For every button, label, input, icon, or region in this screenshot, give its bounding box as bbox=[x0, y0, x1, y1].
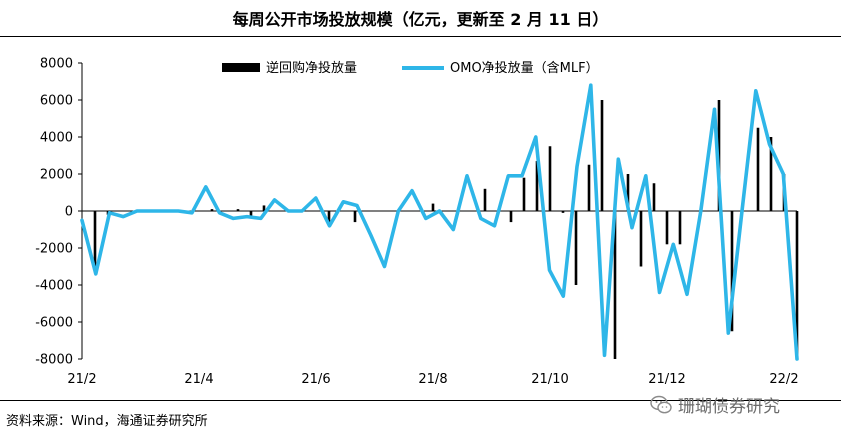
x-tick-label: 22/2 bbox=[769, 372, 798, 387]
y-tick-label: 8000 bbox=[40, 57, 73, 72]
bar bbox=[249, 211, 253, 217]
chart-title-bar: 每周公开市场投放规模（亿元，更新至 2 月 11 日） bbox=[0, 0, 841, 36]
bar bbox=[756, 127, 760, 211]
bar bbox=[795, 211, 799, 356]
bar bbox=[262, 205, 266, 211]
watermark-text: 珊瑚债券研究 bbox=[678, 397, 780, 417]
bar bbox=[626, 174, 630, 211]
chart-title: 每周公开市场投放规模（亿元，更新至 2 月 11 日） bbox=[232, 10, 609, 29]
title-rule-top bbox=[0, 36, 841, 37]
bar bbox=[652, 183, 656, 211]
legend-bar-label: 逆回购净投放量 bbox=[266, 60, 357, 76]
y-tick-label: -4000 bbox=[35, 279, 73, 294]
bar bbox=[327, 211, 331, 223]
y-tick-label: -8000 bbox=[35, 353, 73, 368]
wechat-icon bbox=[650, 395, 672, 413]
bar bbox=[639, 211, 643, 267]
x-tick-label: 21/4 bbox=[184, 372, 213, 387]
bar bbox=[561, 211, 565, 213]
y-tick-label: -6000 bbox=[35, 316, 73, 331]
bar bbox=[548, 146, 552, 211]
x-tick-label: 21/6 bbox=[301, 372, 330, 387]
legend-bar-swatch bbox=[222, 63, 260, 72]
x-tick-label: 21/10 bbox=[531, 372, 568, 387]
bar bbox=[483, 188, 487, 211]
bar bbox=[665, 211, 669, 245]
bar bbox=[522, 177, 526, 211]
bar bbox=[613, 211, 617, 359]
x-tick-label: 21/8 bbox=[418, 372, 447, 387]
bar bbox=[431, 203, 435, 211]
footer-rule bbox=[0, 400, 841, 401]
bar bbox=[769, 137, 773, 211]
y-tick-label: 2000 bbox=[40, 168, 73, 183]
bar bbox=[509, 211, 513, 223]
bar bbox=[236, 209, 240, 211]
chart-canvas: 8000 6000 4000 2000 0 -2000 -4000 -6000 -8000 21/… bbox=[35, 57, 799, 387]
y-tick-label: -2000 bbox=[35, 242, 73, 257]
x-tick-label: 21/2 bbox=[67, 372, 96, 387]
y-tick-label: 6000 bbox=[40, 94, 73, 109]
source-note: 资料来源：Wind，海通证券研究所 bbox=[6, 414, 208, 429]
omo-line bbox=[80, 83, 799, 361]
legend-line-label: OMO净投放量（含MLF） bbox=[450, 60, 599, 76]
watermark: 珊瑚债券研究 bbox=[650, 392, 780, 417]
y-tick-label: 4000 bbox=[40, 131, 73, 146]
bar bbox=[574, 211, 578, 285]
bar bbox=[600, 100, 604, 211]
bar bbox=[730, 211, 734, 332]
bar bbox=[587, 164, 591, 211]
x-tick-label: 21/12 bbox=[648, 372, 685, 387]
bar bbox=[535, 161, 539, 211]
bar bbox=[93, 211, 97, 271]
bar bbox=[678, 211, 682, 245]
y-tick-label: 0 bbox=[65, 205, 73, 220]
bar bbox=[353, 211, 357, 223]
bar bbox=[210, 209, 214, 211]
